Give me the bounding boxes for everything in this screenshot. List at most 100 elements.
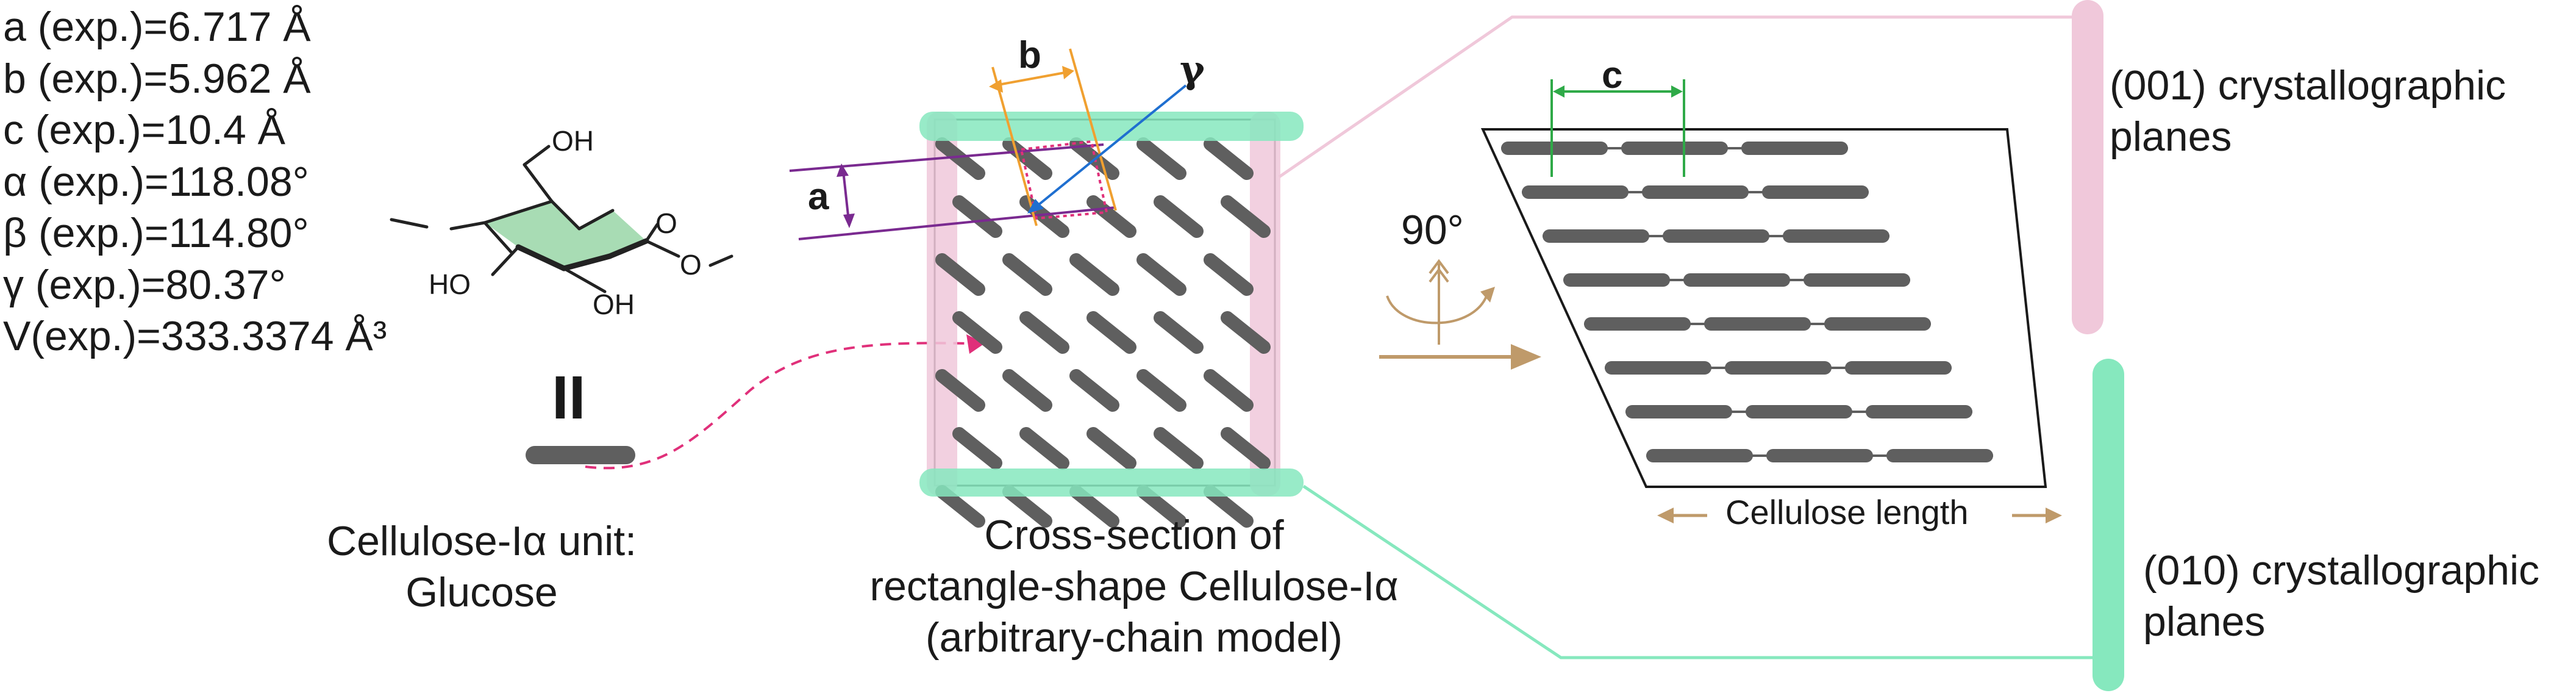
cross-section-chain-segment: [1086, 311, 1136, 354]
plane-001-left: [927, 112, 957, 496]
plane-010-caption: (010) crystallographic planes: [2143, 545, 2539, 647]
unit-link-arrowhead: [966, 334, 985, 354]
side-view-chain-segment: [1646, 449, 1753, 462]
gamma-angle-arc: [1030, 207, 1039, 212]
roman-numeral-label: II: [552, 364, 586, 432]
cross-section-chain-segment: [1086, 195, 1136, 238]
param-c: c (exp.)=10.4 Å: [3, 107, 286, 153]
glucose-ring-fill: [485, 201, 646, 268]
cross-section-chain-segment: [1154, 427, 1204, 470]
label-gamma: γ: [1180, 47, 1205, 92]
side-view-chain-segment: [1522, 185, 1629, 199]
length-arrowhead-left: [1657, 508, 1674, 523]
a-dimension-arrow: [842, 170, 850, 221]
cross-section-chain-segment: [1136, 137, 1186, 180]
side-view-chain-segment: [1783, 229, 1889, 243]
side-view-chain-segment: [1746, 405, 1852, 418]
connector-001: [1278, 15, 2085, 179]
side-view-chain-segment: [1766, 449, 1873, 462]
plane-010-bar: [2093, 359, 2124, 691]
c-arrowhead-left: [1553, 85, 1565, 98]
cross-section-chain-segment: [935, 137, 985, 180]
cross-section-chain-segment: [1069, 369, 1119, 412]
plane-010-top: [919, 112, 1304, 141]
cross-section-chain-segment: [952, 427, 1002, 470]
side-view-chain-segment: [1886, 449, 1993, 462]
cross-section-chain-segment: [952, 311, 1002, 354]
unit-dashed-link: [585, 342, 970, 470]
side-view-chain-segment: [1625, 405, 1732, 418]
param-a: a (exp.)=6.717 Å: [3, 4, 311, 50]
cross-section-chain-segment: [1069, 253, 1119, 296]
a-arrowhead-top: [837, 163, 849, 177]
cellulose-length-label: Cellulose length: [1725, 493, 1969, 531]
label-c: c: [1602, 54, 1623, 96]
side-view-chain-segment: [1866, 405, 1972, 418]
plane-001-bar: [2072, 0, 2103, 334]
chain-unit-symbol: [526, 446, 635, 464]
cross-section-caption: Cross-section of rectangle-shape Cellulo…: [841, 509, 1427, 663]
plane-001-line-1: (001) crystallographic: [2110, 62, 2506, 109]
side-view-chain-segment: [1683, 273, 1790, 287]
label-a: a: [808, 176, 829, 218]
param-gamma: γ (exp.)=80.37°: [3, 261, 286, 308]
cross-section-chain-segment: [1002, 253, 1052, 296]
rotation-label: 90°: [1401, 207, 1464, 253]
cross-section-chain-segment: [952, 195, 1002, 238]
plane-010-bottom: [919, 469, 1304, 497]
cross-section: [789, 48, 1304, 528]
side-view-chain-segment: [1605, 361, 1711, 375]
b-arrowhead-left: [989, 79, 1003, 93]
ho-left-label: HO: [429, 268, 471, 300]
plane-010-line-2: planes: [2143, 598, 2266, 645]
b-line-right: [1069, 48, 1117, 211]
side-view-chains: [1501, 142, 1993, 462]
cross-section-chain-segment: [1136, 253, 1186, 296]
glycosidic-oxygen-label: O: [680, 249, 702, 281]
b-dimension-arrow: [994, 71, 1069, 87]
connector-010: [1302, 484, 2107, 659]
rotation-arc-arrowhead: [1480, 287, 1495, 303]
side-view-chain-segment: [1621, 142, 1728, 155]
cross-section-chain-segment: [1221, 311, 1271, 354]
label-b: b: [1018, 34, 1041, 76]
cross-section-chain-segment: [1019, 427, 1069, 470]
side-view-chain-segment: [1741, 142, 1848, 155]
param-volume: V(exp.)=333.3374 Å³: [3, 313, 387, 359]
length-arrowhead-right: [2046, 508, 2062, 523]
cross-section-chain-segment: [1221, 427, 1271, 470]
cross-section-chain-segment: [1204, 137, 1254, 180]
side-view-chain-segment: [1725, 361, 1832, 375]
side-view-chain-segment: [1501, 142, 1608, 155]
cross-section-chain-segment: [1019, 311, 1069, 354]
cross-section-chain-segment: [1136, 369, 1186, 412]
side-view-chain-segment: [1704, 317, 1811, 331]
oh-top-label: OH: [552, 125, 594, 157]
plane-001-caption: (001) crystallographic planes: [2110, 60, 2506, 162]
cross-caption-line-1: Cross-section of: [984, 512, 1284, 558]
c-arrowhead-right: [1671, 85, 1683, 98]
param-beta: β (exp.)=114.80°: [3, 210, 309, 256]
param-alpha: α (exp.)=118.08°: [3, 158, 309, 205]
oh-bottom-label: OH: [593, 289, 635, 320]
a-arrowhead-bottom: [843, 214, 855, 228]
param-b: b (exp.)=5.962 Å: [3, 55, 311, 102]
rotation-axis-head-1: [1429, 259, 1449, 275]
rotation-axis-head-2: [1429, 267, 1449, 283]
side-view-chain-segment: [1845, 361, 1952, 375]
unit-cell-dotted: [1019, 140, 1108, 220]
cross-section-chain-segment: [1086, 427, 1136, 470]
ring-oxygen-label: O: [655, 207, 677, 239]
side-view-chain-segment: [1762, 185, 1869, 199]
a-line-bottom: [798, 206, 1116, 240]
cross-section-chain-segment: [1221, 195, 1271, 238]
plane-001-line-2: planes: [2110, 113, 2232, 160]
rotation-indicator: [1379, 259, 1541, 370]
side-view-chain-segment: [1642, 185, 1749, 199]
side-view-chain-segment: [1824, 317, 1931, 331]
side-view-chain-segment: [1584, 317, 1691, 331]
b-line-left: [991, 66, 1038, 226]
cross-section-chain-segment: [1204, 369, 1254, 412]
side-view-chain-segment: [1543, 229, 1649, 243]
